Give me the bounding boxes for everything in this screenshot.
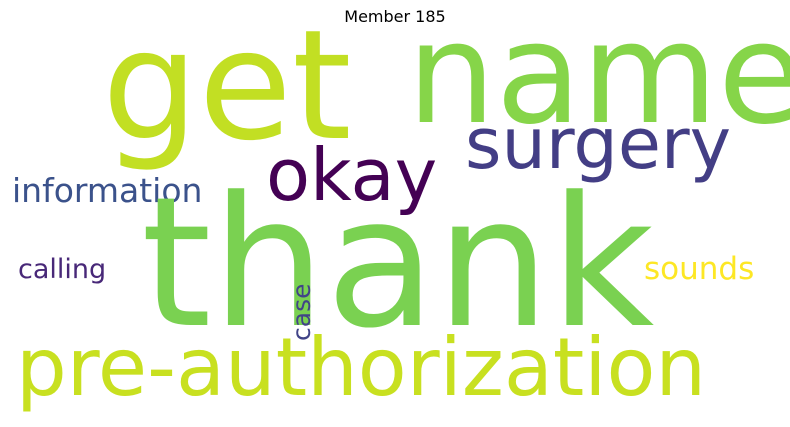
- word-information: information: [12, 171, 202, 210]
- word-name: name: [407, 0, 790, 156]
- word-okay: okay: [266, 133, 437, 217]
- word-case: case: [287, 284, 316, 341]
- word-sounds: sounds: [644, 251, 754, 287]
- word-calling: calling: [18, 254, 106, 285]
- word-thank: thank: [141, 159, 654, 368]
- word-pre-authorization: pre-authorization: [16, 321, 706, 414]
- word-get: get: [102, 0, 352, 174]
- word-surgery: surgery: [465, 103, 731, 185]
- chart-title: Member 185: [344, 7, 446, 26]
